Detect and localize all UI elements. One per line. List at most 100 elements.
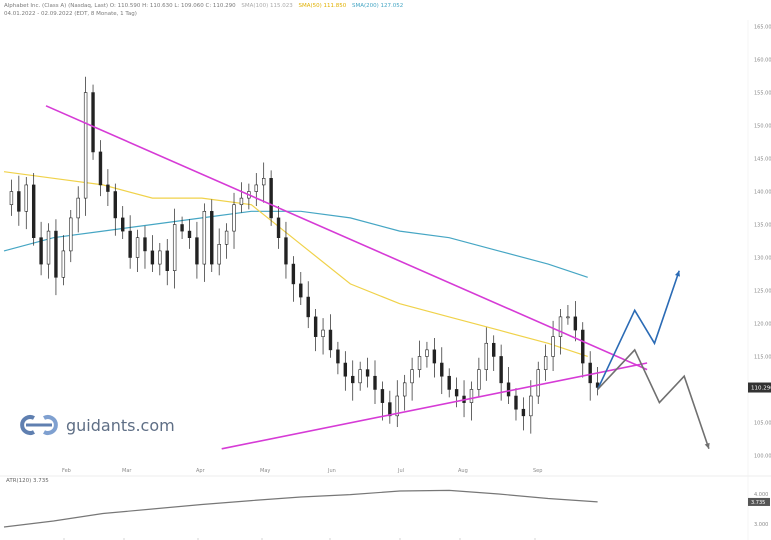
candle-body	[187, 230, 192, 239]
candle-body	[529, 395, 533, 417]
candle-body	[46, 230, 51, 265]
candle-body	[69, 217, 73, 252]
y-tick-label: 120.000	[754, 321, 771, 327]
sma200-line	[3, 210, 588, 278]
candle-body	[395, 395, 399, 417]
candle-body	[83, 92, 88, 199]
candle-body	[440, 362, 444, 377]
candle-body	[351, 375, 355, 384]
guidants-logo-icon	[20, 415, 58, 435]
bear-scenario-arrow	[597, 348, 710, 450]
instrument-info: Alphabet Inc. (Class A) (Nasdaq, Last) O…	[4, 3, 236, 9]
candle-body	[536, 369, 540, 397]
candle-body	[469, 389, 474, 403]
candle-body	[217, 243, 221, 265]
candle-body	[380, 389, 385, 403]
candle-body	[336, 349, 340, 364]
candle-body	[165, 250, 169, 271]
candle-body	[54, 230, 58, 278]
candle-body	[313, 316, 318, 337]
candle-body	[365, 369, 370, 377]
x-tick-label: Aug	[458, 468, 468, 474]
x-tick-label: Apr	[196, 468, 206, 474]
candle-body	[299, 283, 303, 298]
y-tick-label: 115.000	[754, 354, 771, 360]
x-tick-label: Sep	[533, 468, 542, 474]
candle-body	[291, 263, 296, 285]
x-tick-label: Feb	[62, 468, 71, 474]
last-price-tag	[748, 382, 771, 393]
sma100-legend: SMA(100) 115.023	[241, 3, 293, 9]
candle-body	[210, 211, 214, 265]
candle-body	[581, 329, 585, 364]
candle-body	[551, 336, 555, 357]
candle-body	[588, 362, 592, 384]
candle-body	[232, 204, 236, 232]
candle-body	[514, 395, 518, 410]
candle-body	[417, 356, 422, 370]
last-price-label: 110.290	[751, 386, 771, 392]
candle-body	[269, 178, 273, 219]
y-tick-label: 145.000	[754, 157, 771, 163]
candle-body	[454, 389, 459, 397]
candle-body	[121, 217, 125, 232]
candle-body	[106, 184, 110, 192]
candle-body	[128, 230, 132, 258]
y-tick-label: 100.000	[754, 453, 771, 459]
candle-body	[195, 237, 199, 265]
candle-body	[410, 369, 414, 384]
candle-body	[202, 211, 207, 265]
candle-body	[91, 92, 95, 153]
atr-line	[3, 489, 598, 528]
candle-body	[566, 316, 570, 319]
candle-body	[113, 191, 118, 219]
y-tick-label: 135.000	[754, 223, 771, 229]
date-range: 04.01.2022 - 02.09.2022 (EDT, 8 Monate, …	[4, 11, 137, 17]
atr-legend: ATR(120) 3.735	[6, 478, 49, 484]
bull-scenario-arrow-arrowhead	[675, 270, 680, 277]
candle-body	[150, 250, 155, 265]
candle-body	[492, 342, 496, 357]
y-tick-label: 105.000	[754, 420, 771, 426]
candle-body	[499, 356, 503, 384]
sma100-line	[3, 171, 588, 357]
candle-body	[402, 382, 407, 397]
candle-body	[306, 296, 310, 318]
candle-body	[76, 197, 80, 219]
y-tick-label: 125.000	[754, 288, 771, 294]
candle-body	[143, 237, 147, 252]
candle-body	[328, 329, 333, 351]
y-tick-label: 150.000	[754, 124, 771, 130]
candle-body	[321, 329, 325, 337]
logo-text: guidants.com	[66, 415, 175, 435]
y-tick-label: 155.000	[754, 91, 771, 97]
candle-body	[39, 237, 43, 265]
chart-header-line1: Alphabet Inc. (Class A) (Nasdaq, Last) O…	[4, 3, 407, 9]
lower-trendline	[221, 362, 648, 450]
candle-body	[573, 316, 578, 331]
candle-body	[9, 191, 14, 206]
atr-y-tick-label: 4.000	[754, 492, 768, 498]
candle-body	[24, 184, 28, 212]
guidants-logo: guidants.com	[20, 414, 175, 436]
candle-body	[17, 191, 21, 212]
upper-trendline	[45, 105, 648, 371]
x-tick-label: May	[260, 468, 270, 474]
y-tick-label: 130.000	[754, 255, 771, 261]
candle-body	[158, 250, 162, 265]
chart-header-line2: 04.01.2022 - 02.09.2022 (EDT, 8 Monate, …	[4, 11, 141, 17]
candle-body	[425, 349, 429, 357]
x-tick-label: Jul	[397, 468, 404, 474]
candle-body	[224, 230, 229, 245]
candle-body	[239, 197, 244, 206]
x-tick-label: Jun	[327, 468, 336, 474]
candle-body	[484, 342, 488, 370]
y-tick-label: 140.000	[754, 190, 771, 196]
candle-body	[543, 356, 548, 370]
candle-body	[373, 375, 377, 390]
candle-body	[180, 224, 184, 232]
candle-body	[98, 151, 103, 186]
candle-body	[447, 375, 451, 390]
candle-body	[432, 349, 437, 364]
